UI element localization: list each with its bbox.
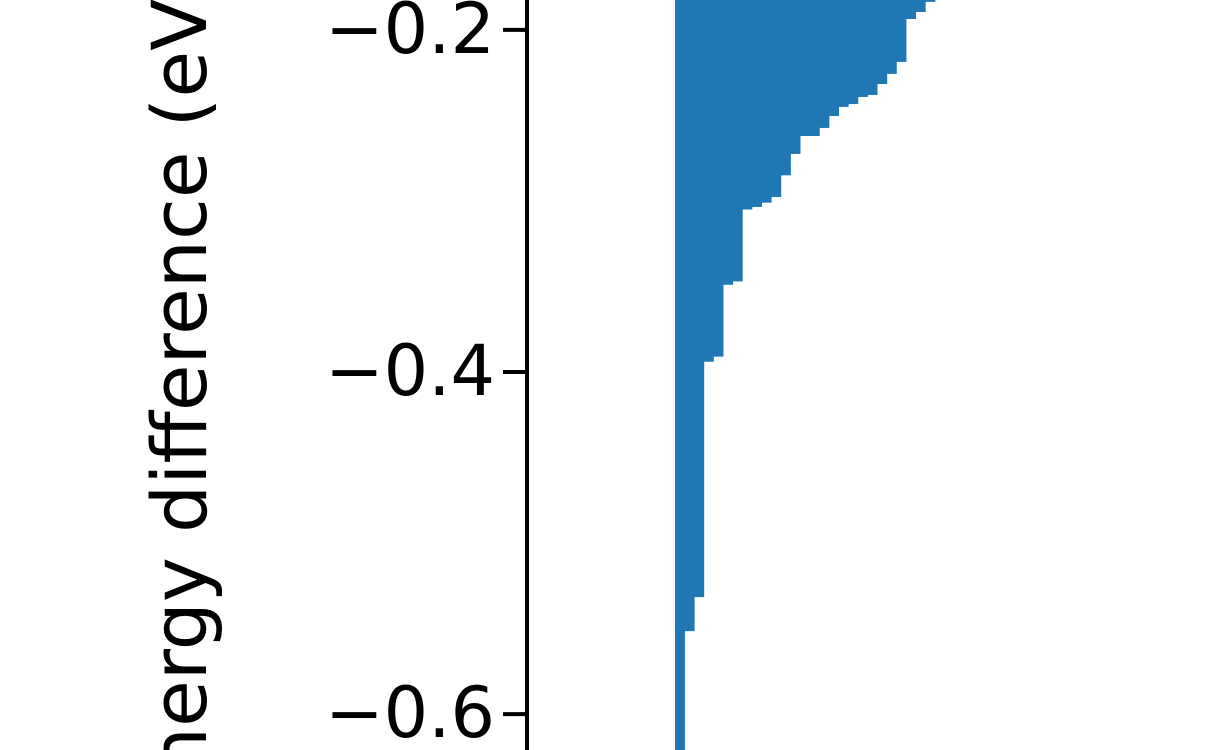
bar [780,0,791,176]
bar [694,0,705,598]
bar [886,0,897,74]
bar [790,0,801,154]
bar [713,0,724,357]
bar [684,0,695,632]
bar [915,0,926,12]
bar [742,0,753,210]
bar [848,0,859,104]
bar [732,0,743,282]
bar [867,0,878,95]
bar [723,0,734,285]
bar [675,0,685,750]
bar [857,0,868,97]
bar [752,0,762,207]
y-tick-label: −0.6 [325,672,495,750]
bar [800,0,811,136]
bar [838,0,849,107]
y-axis-label: Energy difference (eV/atom) [135,0,224,750]
bar [829,0,840,116]
bar [771,0,782,198]
bar [925,0,936,2]
bar [819,0,830,128]
y-tick-label: −0.2 [325,0,495,70]
bar [896,0,907,62]
bar [703,0,714,362]
bar [877,0,888,84]
bar [809,0,820,136]
bar [906,0,917,19]
y-tick-label: −0.4 [325,330,495,412]
bar [761,0,772,203]
